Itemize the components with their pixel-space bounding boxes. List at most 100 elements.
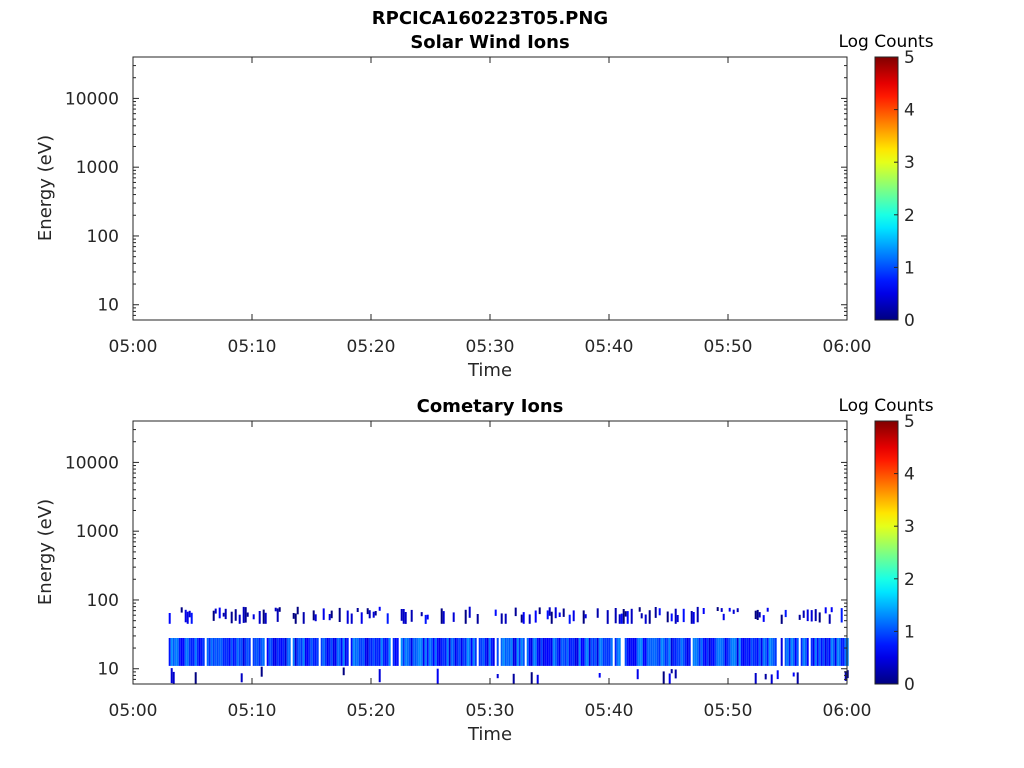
heatmap-cell	[258, 611, 261, 624]
heatmap-cell	[496, 674, 499, 679]
heatmap-cell	[668, 638, 671, 666]
heatmap-cell	[278, 638, 281, 666]
heatmap-cell	[624, 638, 627, 666]
heatmap-cell	[474, 638, 477, 666]
solar-wind-axes: 05:00 05:10 05:20 05:30 05:40 05:50 06:00 10 100…	[65, 56, 872, 357]
heatmap-cell	[568, 614, 571, 624]
heatmap-cell	[832, 638, 835, 666]
heatmap-cell	[324, 638, 327, 666]
heatmap-cell	[214, 608, 217, 614]
heatmap-cell	[190, 612, 193, 624]
heatmap-cell	[590, 638, 593, 666]
heatmap-cell	[614, 638, 617, 666]
heatmap-cell	[312, 638, 315, 666]
heatmap-cell	[692, 612, 695, 624]
heatmap-cell	[484, 638, 487, 666]
heatmap-cell	[408, 638, 411, 666]
heatmap-cell	[326, 638, 329, 666]
heatmap-cell	[232, 638, 235, 666]
heatmap-cell	[726, 638, 729, 666]
heatmap-cell	[472, 638, 475, 666]
heatmap-cell	[504, 613, 507, 624]
heatmap-cell	[802, 638, 805, 666]
heatmap-cell	[682, 638, 685, 666]
heatmap-cell	[444, 638, 447, 666]
heatmap-cell	[322, 638, 325, 666]
heatmap-cell	[588, 638, 591, 666]
heatmap-cell	[574, 638, 577, 666]
heatmap-cell	[246, 612, 249, 617]
heatmap-cell	[264, 612, 267, 624]
heatmap-cell	[414, 638, 417, 666]
heatmap-cell	[426, 614, 429, 620]
heatmap-cell	[684, 638, 687, 666]
cometary-title: Cometary Ions	[417, 396, 564, 417]
heatmap-cell	[230, 638, 233, 666]
heatmap-cell	[276, 608, 279, 622]
heatmap-cell	[792, 638, 795, 666]
heatmap-cell	[522, 638, 525, 666]
heatmap-cell	[846, 638, 849, 666]
heatmap-cell	[818, 612, 821, 623]
heatmap-cell	[752, 638, 755, 666]
heatmap-cell	[550, 638, 553, 666]
colorbar-tick-label: 1	[904, 622, 915, 642]
solar-wind-plot-frame	[132, 56, 848, 321]
heatmap-cell	[716, 607, 719, 611]
heatmap-cell	[720, 638, 723, 666]
heatmap-cell	[660, 638, 663, 666]
heatmap-cell	[754, 638, 757, 666]
heatmap-cell	[360, 638, 363, 666]
heatmap-cell	[186, 638, 189, 666]
heatmap-cell	[368, 610, 371, 619]
heatmap-cell	[244, 607, 247, 623]
heatmap-cell	[742, 638, 745, 666]
heatmap-cell	[810, 638, 813, 666]
heatmap-cell	[262, 638, 265, 666]
heatmap-cell	[450, 638, 453, 666]
heatmap-cell	[814, 638, 817, 666]
heatmap-cell	[572, 638, 575, 666]
heatmap-cell	[614, 608, 617, 624]
heatmap-cell	[828, 614, 831, 624]
heatmap-cell	[824, 607, 827, 614]
heatmap-cell	[696, 638, 699, 666]
heatmap-cell	[608, 638, 611, 666]
heatmap-cell	[670, 638, 673, 666]
heatmap-cell	[508, 638, 511, 666]
heatmap-cell	[434, 638, 437, 666]
heatmap-cell	[212, 610, 215, 621]
heatmap-cell	[500, 638, 503, 666]
heatmap-cell	[440, 608, 443, 624]
heatmap-cell	[732, 638, 735, 666]
heatmap-band-1	[168, 606, 843, 624]
heatmap-cell	[316, 638, 319, 666]
heatmap-cell	[280, 638, 283, 666]
heatmap-cell	[530, 638, 533, 666]
heatmap-cell	[582, 610, 585, 624]
heatmap-cell	[760, 638, 763, 666]
solar-wind-ylabel: Energy (eV)	[35, 135, 56, 241]
heatmap-cell	[456, 638, 459, 666]
heatmap-cell	[624, 611, 627, 617]
heatmap-cell	[400, 638, 403, 666]
heatmap-cell	[654, 607, 657, 618]
colorbar-tick-label: 4	[904, 465, 915, 485]
heatmap-cell	[198, 638, 201, 666]
heatmap-cell	[572, 610, 575, 622]
heatmap-cell	[610, 638, 613, 666]
colorbar-tick-label: 5	[904, 412, 915, 432]
heatmap-cell	[804, 638, 807, 666]
colorbar-gradient	[874, 56, 899, 321]
heatmap-cell	[534, 638, 537, 666]
heatmap-cell	[842, 638, 845, 666]
heatmap-cell	[666, 611, 669, 623]
solar-wind-title: Solar Wind Ions	[410, 32, 569, 53]
cometary-panel: Cometary Ions 05:00 05:10 05:20 05:30 05:40 0…	[35, 396, 934, 745]
heatmap-cell	[762, 615, 765, 622]
heatmap-cell	[672, 638, 675, 666]
heatmap-cell	[562, 608, 565, 617]
heatmap-cell	[190, 638, 193, 666]
heatmap-cell	[830, 638, 833, 666]
heatmap-cell	[172, 671, 175, 684]
